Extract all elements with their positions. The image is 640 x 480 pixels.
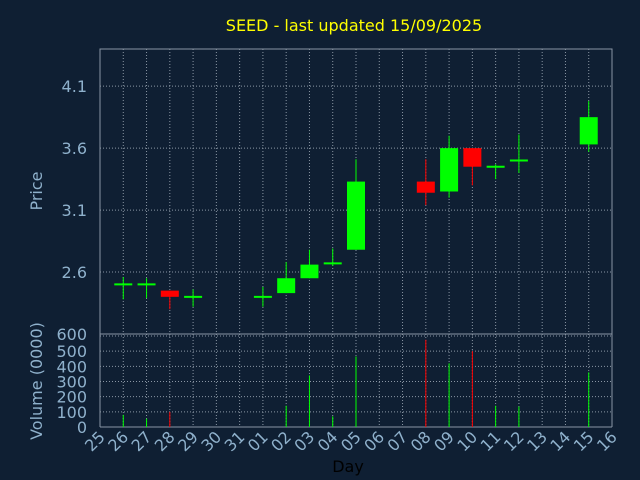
candle-body <box>300 264 319 279</box>
chart-title: SEED - last updated 15/09/2025 <box>226 16 482 35</box>
candle-body <box>463 148 482 167</box>
candle-body <box>160 290 179 297</box>
volume-axis-label: Volume (0000) <box>27 322 46 440</box>
candle-body <box>416 181 435 193</box>
price-tick-label: 3.1 <box>62 201 87 220</box>
volume-tick-label: 400 <box>56 357 87 376</box>
price-axis-label: Price <box>27 171 46 210</box>
volume-tick-label: 600 <box>56 325 87 344</box>
price-tick-label: 2.6 <box>62 263 87 282</box>
candle-body <box>579 117 598 145</box>
volume-tick-label: 0 <box>77 418 87 437</box>
candle-body <box>347 181 365 250</box>
volume-tick-label: 100 <box>56 403 87 422</box>
volume-tick-label: 300 <box>56 373 87 392</box>
candle-body <box>277 278 296 294</box>
candle-body <box>440 148 459 192</box>
x-tick-label: 16 <box>593 427 621 455</box>
price-tick-label: 4.1 <box>62 77 87 96</box>
x-axis-label: Day <box>332 457 364 476</box>
price-tick-label: 3.6 <box>62 139 87 158</box>
volume-tick-label: 200 <box>56 388 87 407</box>
volume-tick-label: 500 <box>56 342 87 361</box>
